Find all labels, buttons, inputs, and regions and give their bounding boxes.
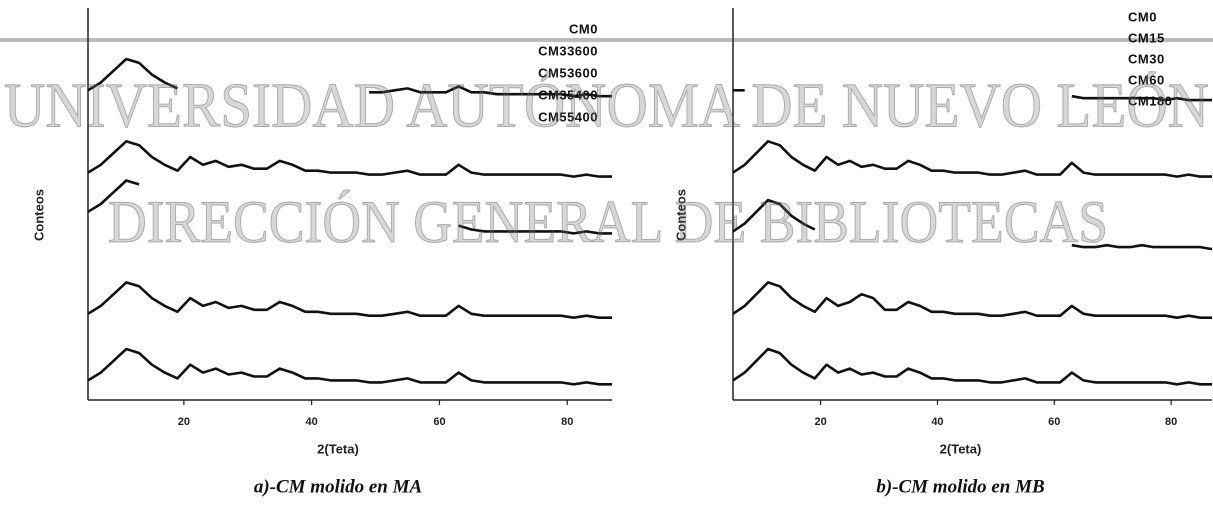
legend-entry: CM55400 xyxy=(538,109,598,124)
x-tick-label: 80 xyxy=(561,416,573,428)
watermark-line: UNIVERSIDAD AUTÓNOMA DE NUEVO LEÓN xyxy=(4,70,1209,141)
x-tick-label: 40 xyxy=(306,416,318,428)
legend-entry: CM15 xyxy=(1128,30,1165,45)
x-tick-label: 20 xyxy=(814,416,826,428)
series-line xyxy=(732,281,1212,319)
series-line xyxy=(87,57,612,98)
x-tick-label: 80 xyxy=(1165,416,1177,428)
x-axis-label: 2(Teta) xyxy=(317,441,359,456)
legend-entry: CM0 xyxy=(569,21,598,36)
x-tick-label: 20 xyxy=(178,416,190,428)
y-axis-label: Conteos xyxy=(31,189,46,241)
series-line xyxy=(733,89,1212,102)
chart-caption: b)-CM molido en MB xyxy=(876,476,1044,497)
series-line xyxy=(732,198,1213,251)
legend-entry: CM33600 xyxy=(538,43,598,58)
legend-entry: CM60 xyxy=(1128,72,1165,87)
series-line xyxy=(87,179,612,235)
y-axis-label: Conteos xyxy=(673,189,688,241)
series-line xyxy=(732,347,1212,386)
legend-entry: CM53600 xyxy=(538,65,598,80)
x-tick-label: 60 xyxy=(433,416,445,428)
legend-entry: CM0 xyxy=(1128,9,1157,24)
series-line xyxy=(87,347,612,386)
series-line xyxy=(732,140,1212,178)
watermark-line: DIRECCIÓN GENERAL DE BIBLIOTECAS xyxy=(108,189,1108,255)
legend-entry: CM180 xyxy=(1128,93,1172,108)
series-line xyxy=(87,140,612,178)
x-tick-label: 60 xyxy=(1048,416,1060,428)
legend-entry: CM30 xyxy=(1128,51,1165,66)
x-tick-label: 40 xyxy=(931,416,943,428)
x-axis-label: 2(Teta) xyxy=(940,441,982,456)
legend-entry: CM35400 xyxy=(538,87,598,102)
series-line xyxy=(87,281,612,319)
chart-caption: a)-CM molido en MA xyxy=(254,476,422,497)
